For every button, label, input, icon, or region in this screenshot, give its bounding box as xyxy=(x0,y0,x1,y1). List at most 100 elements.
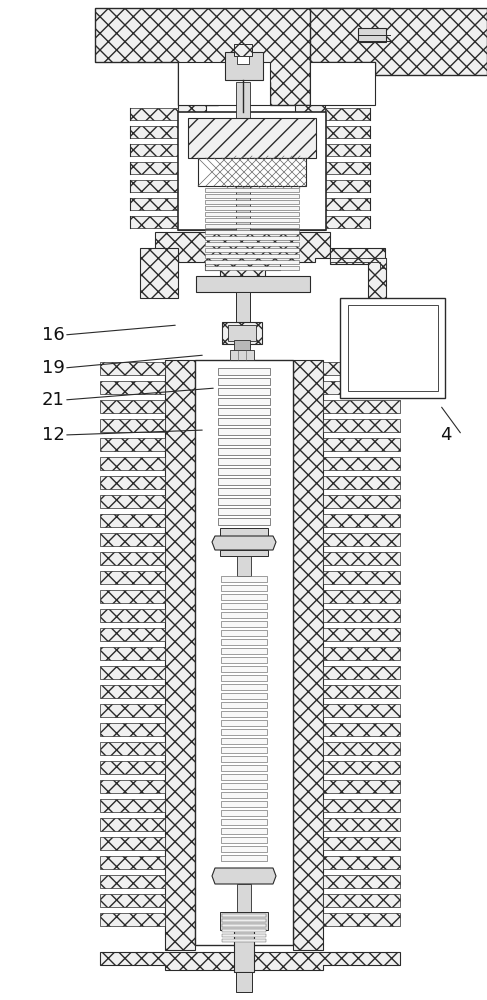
Polygon shape xyxy=(95,8,390,105)
Bar xyxy=(218,508,270,515)
Text: 4: 4 xyxy=(440,426,451,444)
Bar xyxy=(218,428,270,435)
Polygon shape xyxy=(323,685,400,698)
Bar xyxy=(221,828,267,834)
Polygon shape xyxy=(323,875,400,888)
Bar xyxy=(218,478,270,485)
Polygon shape xyxy=(323,419,400,432)
Bar xyxy=(178,105,206,230)
Polygon shape xyxy=(323,400,400,413)
Polygon shape xyxy=(323,533,400,546)
Polygon shape xyxy=(100,438,165,451)
Bar xyxy=(205,230,299,234)
Polygon shape xyxy=(130,108,178,120)
Bar xyxy=(205,212,299,216)
Polygon shape xyxy=(323,780,400,793)
Polygon shape xyxy=(100,590,165,603)
Polygon shape xyxy=(323,837,400,850)
Polygon shape xyxy=(100,457,165,470)
Bar xyxy=(222,934,266,937)
Polygon shape xyxy=(325,162,370,174)
Bar xyxy=(221,765,267,771)
Bar xyxy=(205,188,299,192)
Polygon shape xyxy=(100,761,165,774)
Bar xyxy=(205,206,299,210)
Bar xyxy=(310,62,375,105)
Bar xyxy=(205,194,299,198)
Bar xyxy=(218,398,270,405)
Bar xyxy=(221,657,267,663)
Polygon shape xyxy=(323,571,400,584)
Polygon shape xyxy=(325,144,370,156)
Polygon shape xyxy=(325,198,370,210)
Bar xyxy=(218,368,270,375)
Bar xyxy=(165,360,195,950)
Bar xyxy=(205,248,299,252)
Bar xyxy=(221,720,267,726)
Bar xyxy=(195,360,293,945)
Polygon shape xyxy=(323,514,400,527)
Bar xyxy=(221,774,267,780)
Bar xyxy=(221,675,267,681)
Bar xyxy=(221,666,267,672)
Polygon shape xyxy=(100,476,165,489)
Bar xyxy=(237,884,251,912)
Bar xyxy=(218,418,270,425)
Polygon shape xyxy=(323,894,400,907)
Bar xyxy=(221,855,267,861)
Bar xyxy=(221,747,267,753)
Polygon shape xyxy=(323,856,400,869)
Polygon shape xyxy=(100,913,165,926)
Bar xyxy=(234,930,254,972)
Bar xyxy=(221,792,267,798)
Bar xyxy=(330,248,385,264)
Polygon shape xyxy=(323,666,400,679)
Bar xyxy=(220,528,268,536)
Polygon shape xyxy=(100,799,165,812)
Bar xyxy=(205,236,299,240)
Bar xyxy=(220,912,268,930)
Bar xyxy=(218,488,270,495)
Polygon shape xyxy=(325,180,370,192)
Bar xyxy=(234,44,252,56)
Polygon shape xyxy=(323,609,400,622)
Polygon shape xyxy=(100,780,165,793)
Bar xyxy=(221,837,267,843)
Bar xyxy=(218,438,270,445)
Bar xyxy=(221,612,267,618)
Polygon shape xyxy=(323,495,400,508)
Polygon shape xyxy=(100,514,165,527)
Bar xyxy=(221,621,267,627)
Polygon shape xyxy=(323,723,400,736)
Polygon shape xyxy=(212,868,276,884)
Bar xyxy=(221,684,267,690)
Bar xyxy=(222,322,262,344)
Bar xyxy=(218,408,270,415)
Polygon shape xyxy=(323,704,400,717)
Bar xyxy=(218,458,270,465)
Bar xyxy=(340,298,445,398)
Bar xyxy=(221,576,267,582)
Bar xyxy=(358,28,386,42)
Polygon shape xyxy=(323,742,400,755)
Bar xyxy=(221,585,267,591)
Bar xyxy=(220,550,268,556)
Bar xyxy=(228,325,256,341)
Bar xyxy=(196,276,310,292)
Bar xyxy=(205,224,299,228)
Bar xyxy=(140,248,178,298)
Polygon shape xyxy=(100,400,165,413)
Text: 21: 21 xyxy=(42,391,65,409)
Bar xyxy=(221,819,267,825)
Bar xyxy=(221,594,267,600)
Bar xyxy=(221,846,267,852)
Polygon shape xyxy=(130,216,178,228)
Bar xyxy=(225,52,263,80)
Bar xyxy=(221,801,267,807)
Polygon shape xyxy=(100,647,165,660)
Bar xyxy=(230,350,254,360)
Polygon shape xyxy=(100,837,165,850)
Bar xyxy=(221,702,267,708)
Bar xyxy=(234,340,250,352)
Bar xyxy=(236,972,252,992)
